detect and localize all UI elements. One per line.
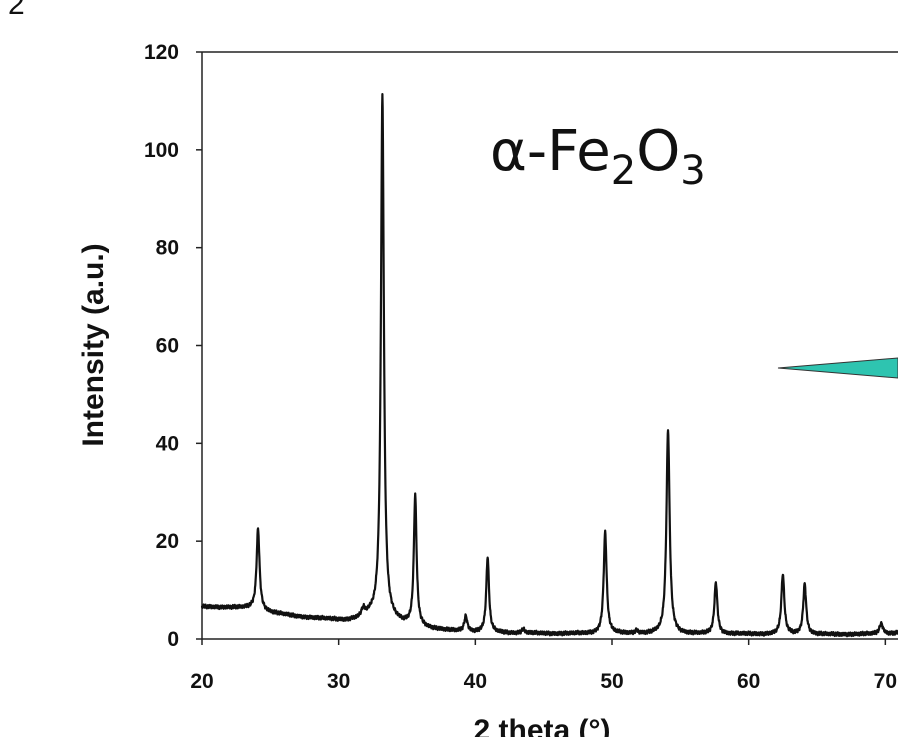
y-tick-label: 20 [156,530,179,553]
y-tick-label: 120 [144,41,179,64]
series-line [200,93,898,638]
y-tick-label: 100 [144,139,179,162]
title-prefix: α-Fe [490,119,611,184]
title-sub2: 3 [680,148,705,194]
y-tick-label: 40 [156,432,179,455]
x-tick-label: 40 [464,670,487,693]
x-tick-label: 60 [737,670,760,693]
y-axis-title: Intensity (a.u.) [77,243,110,446]
x-tick-label: 70 [874,670,897,693]
x-axis-title: 2 theta (°) [473,714,610,737]
x-tick-label: 30 [327,670,350,693]
y-tick-label: 60 [156,335,179,358]
y-ticks: 0 20 40 60 80 100 120 [144,41,202,651]
title-mid: O [636,119,680,184]
pointer-arrow [777,357,898,379]
x-tick-label: 20 [190,670,213,693]
corner-label: 2 [8,0,25,21]
chart-title: α-Fe2O3 [490,119,706,194]
title-sub1: 2 [611,148,636,194]
y-tick-label: 0 [167,628,179,651]
x-ticks: 2030405060708 [190,639,897,693]
y-tick-label: 80 [156,237,179,260]
x-tick-label: 50 [600,670,623,693]
